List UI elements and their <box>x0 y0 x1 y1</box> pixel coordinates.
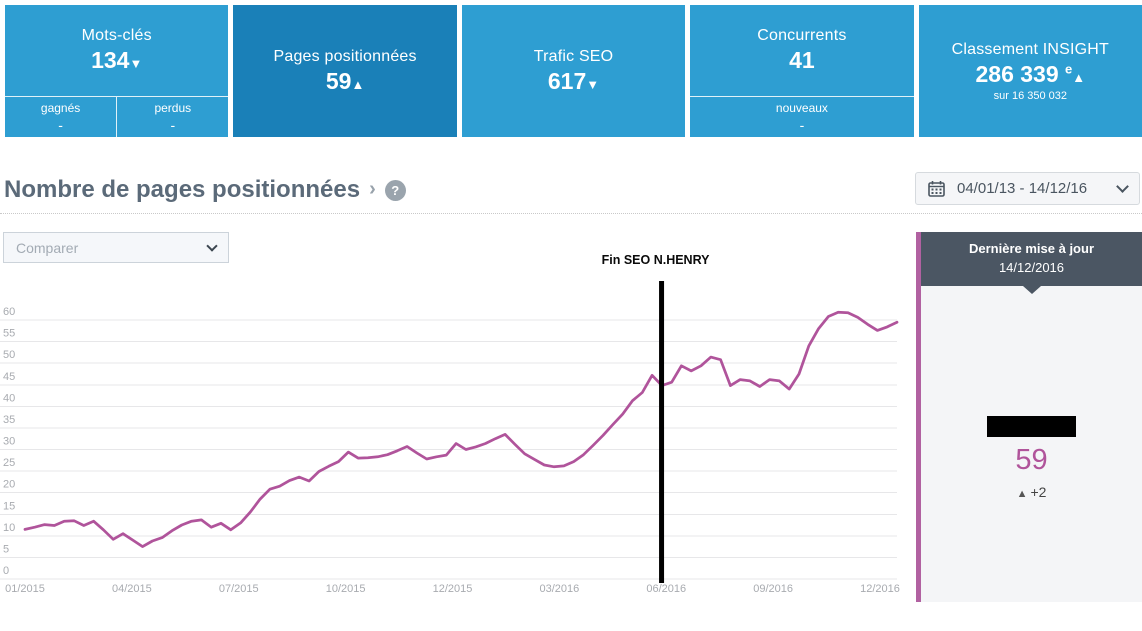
dotted-separator <box>0 213 1142 214</box>
tab-concurrents[interactable]: Concurrents 41 nouveaux - <box>690 5 914 137</box>
svg-text:40: 40 <box>3 392 15 404</box>
chevron-down-icon <box>1116 179 1129 193</box>
tab-subnote: sur 16 350 032 <box>993 89 1068 102</box>
last-update-header: Dernière mise à jour 14/12/2016 <box>921 232 1142 294</box>
svg-text:30: 30 <box>3 436 15 448</box>
svg-text:0: 0 <box>3 565 9 577</box>
chevron-right-icon: › <box>369 177 376 200</box>
tab-concurrents-subrow: nouveaux - <box>690 96 914 137</box>
tab-value: 59▲ <box>325 67 365 94</box>
svg-text:06/2016: 06/2016 <box>646 583 686 595</box>
current-value: 59 <box>1015 444 1048 476</box>
page-title: Nombre de pages positionnées <box>4 176 361 203</box>
section-header: Nombre de pages positionnées › ? <box>4 176 406 204</box>
tab-classement-insight[interactable]: Classement INSIGHT 286 339 e▲ sur 16 350… <box>918 5 1142 137</box>
svg-text:55: 55 <box>3 328 15 340</box>
pointer-down-icon <box>1022 286 1041 294</box>
subcell-gagnes[interactable]: gagnés - <box>40 101 81 133</box>
last-update-date: 14/12/2016 <box>998 260 1065 275</box>
tab-mots-cles[interactable]: Mots-clés 134▼ gagnés - perdus - <box>5 5 229 137</box>
tab-mots-cles-subrow: gagnés - perdus - <box>5 96 229 137</box>
svg-text:12/2016: 12/2016 <box>860 583 900 595</box>
tab-label: Concurrents <box>757 27 847 44</box>
svg-text:60: 60 <box>3 306 15 318</box>
last-update-title: Dernière mise à jour <box>969 241 1094 256</box>
tab-label: Mots-clés <box>81 27 152 44</box>
tab-label: Classement INSIGHT <box>951 40 1110 58</box>
subcell-perdus[interactable]: perdus - <box>116 97 228 137</box>
svg-text:15: 15 <box>3 500 15 512</box>
svg-text:Fin SEO N.HENRY: Fin SEO N.HENRY <box>602 253 711 267</box>
subcell-nouveaux[interactable]: nouveaux - <box>775 101 828 133</box>
svg-text:35: 35 <box>3 414 15 426</box>
svg-text:10: 10 <box>3 522 15 534</box>
svg-text:5: 5 <box>3 543 9 555</box>
tab-trafic-seo[interactable]: Trafic SEO 617▼ <box>461 5 686 137</box>
compare-select[interactable]: Comparer <box>3 232 229 263</box>
ordinal-suffix: e <box>1065 60 1073 76</box>
delta-value: +2 <box>1030 484 1047 500</box>
tab-label: Pages positionnées <box>273 47 417 65</box>
last-update-panel: Dernière mise à jour 14/12/2016 59 ▲ +2 <box>916 232 1142 602</box>
tab-pages-positionnees[interactable]: Pages positionnées 59▲ <box>233 5 457 137</box>
delta-badge: ▲ +2 <box>921 484 1142 500</box>
pages-positionnees-chart: 0 5 10 15 20 25 30 35 40 45 50 55 60 01/2015 04/2015 07… <box>0 253 900 595</box>
tab-trafic-main: Trafic SEO 617▼ <box>462 5 685 137</box>
svg-text:20: 20 <box>3 479 15 491</box>
svg-text:12/2015: 12/2015 <box>433 583 473 595</box>
calendar-icon <box>928 181 945 197</box>
trend-down-icon: ▼ <box>586 76 600 92</box>
tab-mots-cles-main: Mots-clés 134▼ <box>5 5 228 96</box>
tab-pages-main: Pages positionnées 59▲ <box>233 5 456 137</box>
svg-text:25: 25 <box>3 457 15 469</box>
tab-value: 41 <box>789 47 815 73</box>
svg-text:50: 50 <box>3 349 15 361</box>
date-range-value: 04/01/13 - 14/12/16 <box>957 180 1088 197</box>
kpi-tabbar: Mots-clés 134▼ gagnés - perdus - Pages p… <box>5 5 1142 137</box>
tab-classement-main: Classement INSIGHT 286 339 e▲ sur 16 350… <box>919 5 1142 137</box>
svg-text:07/2015: 07/2015 <box>219 583 259 595</box>
tab-value: 134▼ <box>91 47 143 73</box>
trend-up-icon: ▲ <box>1072 69 1086 85</box>
svg-text:45: 45 <box>3 371 15 383</box>
svg-text:09/2016: 09/2016 <box>753 583 793 595</box>
svg-text:04/2015: 04/2015 <box>112 583 152 595</box>
trend-up-icon: ▲ <box>1016 488 1028 500</box>
tab-value: 617▼ <box>547 67 600 94</box>
compare-placeholder: Comparer <box>16 239 79 256</box>
svg-text:01/2015: 01/2015 <box>5 583 45 595</box>
tab-value: 286 339 e▲ <box>975 60 1086 87</box>
trend-down-icon: ▼ <box>129 56 143 71</box>
tab-concurrents-main: Concurrents 41 <box>690 5 913 96</box>
help-icon[interactable]: ? <box>384 179 406 201</box>
svg-text:10/2015: 10/2015 <box>326 583 366 595</box>
tab-label: Trafic SEO <box>533 47 614 65</box>
date-range-picker[interactable]: 04/01/13 - 14/12/16 <box>915 172 1140 205</box>
redacted-label <box>987 416 1076 437</box>
trend-up-icon: ▲ <box>351 76 365 92</box>
svg-text:03/2016: 03/2016 <box>539 583 579 595</box>
